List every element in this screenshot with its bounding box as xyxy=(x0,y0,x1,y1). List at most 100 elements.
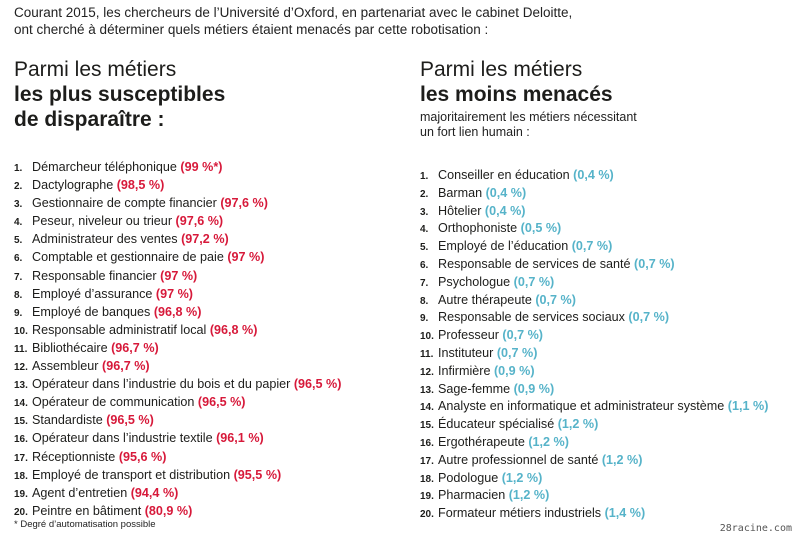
list-item: 1. Conseiller en éducation (0,4 %) xyxy=(420,166,768,184)
item-number: 19. xyxy=(14,488,28,500)
job-title: Responsable administratif local xyxy=(32,322,207,337)
least-threatened-subtitle-line-1: majoritairement les métiers nécessitant xyxy=(420,110,637,124)
list-item: 20. Formateur métiers industriels (1,4 %) xyxy=(420,504,768,522)
list-item: 6. Responsable de services de santé (0,7 … xyxy=(420,255,768,273)
job-title: Employé de l’éducation xyxy=(438,239,569,254)
list-item: 9. Employé de banques (96,8 %) xyxy=(14,303,341,321)
job-title: Éducateur spécialisé xyxy=(438,417,555,432)
intro-line-2: ont cherché à déterminer quels métiers é… xyxy=(14,22,489,37)
list-item: 11. Instituteur (0,7 %) xyxy=(420,344,768,362)
automation-percentage: (97,6 %) xyxy=(220,196,268,211)
item-number: 17. xyxy=(420,455,434,467)
item-number: 7. xyxy=(14,271,23,283)
automation-percentage: (96,7 %) xyxy=(111,340,159,355)
item-number: 5. xyxy=(14,235,23,247)
list-item: 15. Éducateur spécialisé (1,2 %) xyxy=(420,415,768,433)
list-item: 12. Assembleur (96,7 %) xyxy=(14,357,341,375)
automation-percentage: (99 %*) xyxy=(180,160,223,174)
item-number: 7. xyxy=(420,277,429,289)
item-number: 20. xyxy=(14,506,28,518)
list-item: 20. Peintre en bâtiment (80,9 %) xyxy=(14,502,341,520)
item-number: 2. xyxy=(420,188,429,200)
item-number: 11. xyxy=(14,343,28,355)
list-item: 3. Gestionnaire de compte financier (97,6… xyxy=(14,194,341,212)
automation-percentage: (95,5 %) xyxy=(233,467,282,482)
automation-percentage: (0,5 %) xyxy=(520,221,562,236)
job-title: Démarcheur téléphonique xyxy=(32,160,177,174)
job-title: Employé de transport et distribution xyxy=(32,467,231,482)
item-number: 9. xyxy=(14,307,23,319)
item-number: 1. xyxy=(14,163,23,174)
list-item: 11. Bibliothécaire (96,7 %) xyxy=(14,339,341,357)
list-item: 16. Ergothérapeute (1,2 %) xyxy=(420,433,768,451)
automation-percentage: (0,7 %) xyxy=(571,239,613,254)
list-item: 2. Dactylographe (98,5 %) xyxy=(14,176,341,194)
most-threatened-section: Parmi les métiers les plus susceptibles … xyxy=(14,58,404,518)
job-title: Responsable de services de santé xyxy=(438,256,631,271)
automation-percentage: (96,5 %) xyxy=(197,395,246,410)
automation-percentage: (96,5 %) xyxy=(106,413,154,428)
intro-text: Courant 2015, les chercheurs de l’Univer… xyxy=(14,4,784,38)
list-item: 5. Employé de l’éducation (0,7 %) xyxy=(420,237,768,255)
job-title: Orthophoniste xyxy=(438,221,518,236)
least-threatened-heading-line-2: les moins menacés xyxy=(420,83,613,106)
list-item: 14. Opérateur de communication (96,5 %) xyxy=(14,393,341,411)
item-number: 8. xyxy=(420,295,429,307)
list-item: 4. Peseur, niveleur ou trieur (97,6 %) xyxy=(14,212,341,230)
list-item: 10. Professeur (0,7 %) xyxy=(420,326,768,344)
job-title: Opérateur dans l’industrie du bois et du… xyxy=(32,377,291,392)
most-threatened-list: 1. Démarcheur téléphonique (99 %*) 2. Dacty… xyxy=(14,158,341,520)
automation-percentage: (0,4 %) xyxy=(573,168,614,182)
list-item: 16. Opérateur dans l’industrie textile (9… xyxy=(14,429,341,447)
least-threatened-subtitle: majoritairement les métiers nécessitant … xyxy=(420,110,800,140)
item-number: 13. xyxy=(14,380,28,392)
item-number: 6. xyxy=(420,259,429,271)
job-title: Professeur xyxy=(438,328,499,343)
automation-percentage: (0,7 %) xyxy=(535,292,576,307)
item-number: 2. xyxy=(14,181,23,193)
list-item: 7. Psychologue (0,7 %) xyxy=(420,273,768,291)
job-title: Autre professionnel de santé xyxy=(438,452,599,467)
job-title: Peseur, niveleur ou trieur xyxy=(32,214,173,229)
automation-percentage: (95,6 %) xyxy=(118,449,167,464)
job-title: Instituteur xyxy=(438,345,494,360)
automation-percentage: (0,9 %) xyxy=(513,381,555,396)
job-title: Podologue xyxy=(438,470,499,485)
list-item: 17. Réceptionniste (95,6 %) xyxy=(14,448,341,466)
item-number: 13. xyxy=(420,384,434,396)
job-title: Hôtelier xyxy=(438,203,482,218)
automation-percentage: (96,7 %) xyxy=(102,359,150,374)
job-title: Psychologue xyxy=(438,274,511,289)
automation-percentage: (0,7 %) xyxy=(634,256,675,271)
item-number: 3. xyxy=(14,199,23,211)
source-watermark: 28racine.com xyxy=(719,523,792,534)
item-number: 16. xyxy=(14,434,28,446)
most-threatened-heading-line-3: de disparaître : xyxy=(14,108,165,131)
item-number: 10. xyxy=(420,331,434,343)
automation-percentage: (0,7 %) xyxy=(513,274,555,289)
automation-percentage: (1,1 %) xyxy=(727,399,769,414)
automation-percentage: (1,2 %) xyxy=(508,488,550,503)
job-title: Formateur métiers industriels xyxy=(438,506,602,521)
list-item: 19. Pharmacien (1,2 %) xyxy=(420,486,768,504)
item-number: 20. xyxy=(420,509,434,521)
item-number: 4. xyxy=(420,224,429,236)
job-title: Autre thérapeute xyxy=(438,292,532,307)
automation-percentage: (1,4 %) xyxy=(604,506,646,521)
automation-percentage: (98,5 %) xyxy=(116,178,165,193)
least-threatened-list: 1. Conseiller en éducation (0,4 %) 2. Barma… xyxy=(420,166,768,522)
automation-percentage: (97 %) xyxy=(155,286,193,301)
automation-percentage: (0,7 %) xyxy=(496,345,538,360)
item-number: 14. xyxy=(14,398,28,410)
job-title: Comptable et gestionnaire de paie xyxy=(32,250,224,265)
automation-percentage: (97,6 %) xyxy=(175,214,224,229)
most-threatened-heading-line-2: les plus susceptibles xyxy=(14,83,226,106)
automation-percentage: (97 %) xyxy=(227,250,265,265)
automation-percentage: (96,8 %) xyxy=(153,304,202,319)
job-title: Opérateur dans l’industrie textile xyxy=(32,431,213,446)
list-item: 18. Podologue (1,2 %) xyxy=(420,469,768,487)
most-threatened-heading-line-1: Parmi les métiers xyxy=(14,58,177,81)
item-number: 11. xyxy=(420,348,434,360)
job-title: Conseiller en éducation xyxy=(438,168,570,182)
item-number: 19. xyxy=(420,491,434,503)
